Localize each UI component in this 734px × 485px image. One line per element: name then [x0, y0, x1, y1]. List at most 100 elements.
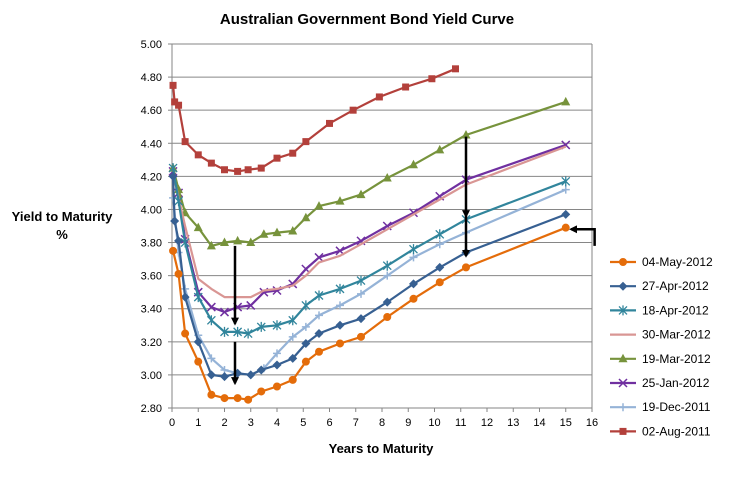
x-tick-label: 9	[405, 417, 411, 429]
data-point	[288, 315, 298, 326]
data-point	[382, 173, 392, 182]
series-line	[172, 145, 567, 299]
data-point	[461, 130, 471, 139]
data-point	[272, 320, 282, 331]
data-point	[193, 337, 203, 347]
legend-item: 04-May-2012	[610, 255, 713, 269]
data-point	[206, 370, 216, 380]
data-point	[170, 216, 180, 226]
series-18-apr-2012	[168, 163, 571, 339]
legend-item: 02-Aug-2011	[610, 424, 711, 438]
x-tick-label: 16	[586, 417, 598, 429]
y-tick-label: 3.60	[141, 271, 162, 283]
x-tick-label: 3	[248, 417, 254, 429]
data-point	[382, 297, 392, 307]
legend-marker	[618, 378, 628, 388]
data-point	[175, 101, 183, 109]
data-point	[171, 98, 179, 106]
data-point	[193, 222, 203, 232]
annotations	[231, 136, 596, 386]
series-line	[172, 188, 567, 376]
data-point	[288, 353, 298, 363]
data-point	[301, 300, 311, 311]
data-point	[315, 347, 323, 356]
data-point	[301, 322, 310, 331]
data-point	[168, 171, 178, 181]
legend-label: 19-Mar-2012	[642, 352, 711, 366]
y-tick-label: 3.00	[141, 370, 162, 382]
data-point	[181, 138, 189, 146]
data-point	[356, 275, 366, 286]
legend-marker	[619, 427, 627, 435]
data-point	[336, 339, 344, 348]
legend-label: 30-Mar-2012	[642, 328, 711, 342]
data-point	[168, 163, 178, 174]
data-point	[243, 328, 253, 339]
data-point	[301, 357, 310, 366]
data-point	[315, 311, 323, 320]
data-point	[206, 315, 216, 326]
data-point	[246, 300, 256, 310]
series-04-may-2012	[169, 223, 570, 404]
series-line	[172, 226, 567, 401]
data-point	[561, 209, 571, 219]
x-tick-label: 2	[221, 417, 227, 429]
legend-marker	[619, 258, 627, 266]
data-point	[462, 263, 470, 272]
legend-item: 19-Mar-2012	[610, 352, 711, 366]
legend-label: 25-Jan-2012	[642, 376, 710, 390]
data-point	[206, 240, 216, 250]
data-point	[257, 164, 265, 172]
data-point	[288, 225, 298, 235]
y-axis-title-line: %	[56, 227, 68, 242]
data-point	[409, 244, 418, 255]
data-point	[233, 326, 243, 337]
data-point	[428, 75, 436, 83]
legend-item: 30-Mar-2012	[610, 328, 711, 342]
data-point	[219, 307, 230, 317]
data-point	[409, 159, 418, 169]
data-point	[326, 119, 333, 127]
data-point	[435, 278, 444, 287]
data-point	[357, 289, 365, 298]
data-point	[256, 365, 266, 375]
data-point	[246, 237, 256, 247]
y-axis-title: Yield to Maturity%	[12, 209, 113, 242]
data-point	[234, 167, 242, 175]
y-axis-title-line: Yield to Maturity	[12, 209, 113, 224]
data-point	[272, 227, 282, 237]
data-point	[357, 332, 365, 341]
data-point	[207, 159, 215, 167]
x-tick-label: 0	[169, 417, 175, 429]
data-point	[561, 96, 571, 106]
data-point	[301, 338, 311, 348]
data-point	[220, 372, 229, 382]
y-tick-label: 4.40	[141, 138, 162, 150]
legend-label: 04-May-2012	[642, 255, 713, 269]
data-point	[336, 301, 344, 310]
data-point	[561, 223, 570, 232]
data-point	[220, 326, 229, 337]
data-point	[257, 387, 266, 396]
data-point	[409, 279, 418, 289]
x-tick-label: 6	[326, 417, 332, 429]
annotation-arrow	[569, 225, 596, 246]
data-point	[273, 154, 281, 162]
data-point	[180, 292, 190, 302]
data-point	[180, 237, 190, 248]
legend-marker	[619, 403, 627, 412]
axes: 2.80 3.00 3.20 3.40 3.60 3.80 4.00 4.20 4.40 4.60…	[141, 39, 599, 429]
x-tick-label: 4	[274, 417, 280, 429]
data-point	[174, 196, 184, 207]
data-point	[409, 294, 418, 303]
x-tick-label: 13	[507, 417, 519, 429]
data-point	[383, 313, 392, 321]
data-point	[244, 395, 253, 404]
series-02-aug-2011	[169, 65, 459, 175]
legend: 04-May-2012 27-Apr-2012 18-Apr-2012 30-Mar-…	[610, 255, 713, 438]
x-tick-label: 7	[353, 417, 359, 429]
data-point	[335, 283, 345, 294]
data-point	[259, 229, 269, 238]
data-point	[561, 176, 571, 187]
data-point	[301, 212, 311, 222]
